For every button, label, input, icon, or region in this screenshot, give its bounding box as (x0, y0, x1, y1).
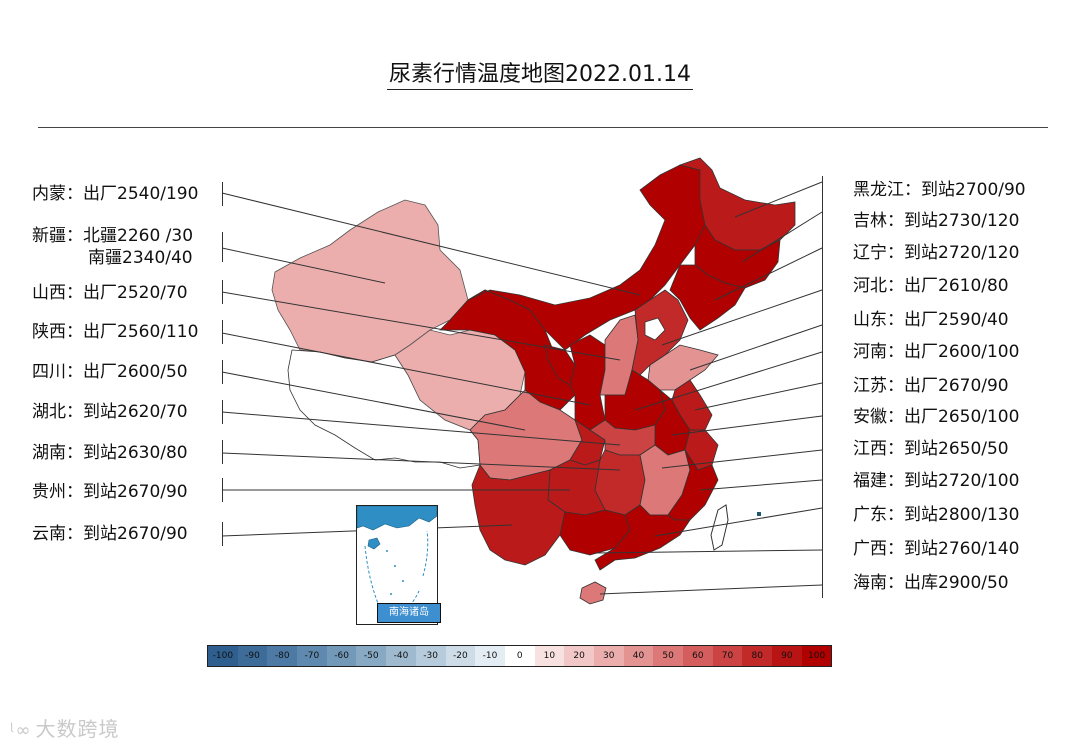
leader-line-guangdong (654, 507, 823, 537)
label-xinjiang: 新疆：北疆2260 /30 南疆2340/40 (32, 226, 194, 268)
leader-line-hebei (661, 289, 823, 346)
leader-line-sichuan (221, 371, 526, 431)
title-divider (38, 127, 1048, 128)
leader-line-heilongjiang (734, 181, 823, 218)
leader-line-guangxi (594, 549, 823, 554)
legend-cell: 50 (653, 646, 683, 666)
label-henan: 河南：出厂2600/100 (853, 342, 1020, 362)
inset-island (390, 593, 392, 595)
inset-hainan (367, 537, 381, 550)
region-taiwan[interactable] (710, 504, 729, 551)
province-liaoning[interactable] (669, 264, 746, 331)
leader-line-jiangxi (661, 449, 823, 469)
province-guangdong[interactable] (594, 504, 691, 571)
legend-cell: -40 (386, 646, 416, 666)
legend-cell: 80 (742, 646, 773, 666)
left-divider-8 (222, 478, 223, 502)
label-yunnan: 云南：到站2670/90 (32, 524, 188, 544)
label-hebei: 河北：出厂2610/80 (853, 276, 1009, 296)
leader-line-jiangsu (694, 382, 823, 411)
legend-cell: -70 (297, 646, 327, 666)
watermark: ᶩ∞ 大数跨境 (10, 717, 120, 741)
legend-cell: 30 (593, 646, 624, 666)
label-hunan: 湖南：到站2630/80 (32, 443, 188, 463)
inset-island (386, 550, 388, 552)
inset-label: 南海诸岛 (377, 603, 441, 623)
legend-cell: -90 (237, 646, 268, 666)
legend-cell: 40 (623, 646, 654, 666)
color-legend: -100 -90 -80 -70 -60 -50 -40 -30 -20 -10 0 10 20 30 40… (207, 645, 833, 667)
label-guangdong: 广东：到站2800/130 (853, 505, 1020, 525)
legend-cell: -100 (208, 646, 238, 666)
leader-line-fujian (699, 479, 823, 491)
legend-cell: 70 (712, 646, 743, 666)
label-neimeng: 内蒙：出厂2540/190 (32, 184, 199, 204)
right-divider (822, 176, 823, 598)
leader-line-hunan (221, 452, 621, 471)
leader-line-xinjiang (221, 247, 386, 284)
leader-line-shaanxi (221, 332, 591, 406)
region-beijing[interactable] (644, 317, 666, 341)
left-divider-7 (222, 440, 223, 464)
label-guizhou: 贵州：到站2670/90 (32, 482, 188, 502)
leader-line-hubei (221, 411, 621, 446)
watermark-logo-icon: ᶩ∞ (10, 720, 32, 741)
legend-cell: 100 (801, 646, 832, 666)
legend-cell: -50 (356, 646, 387, 666)
left-divider-6 (222, 400, 223, 424)
label-fujian: 福建：到站2720/100 (853, 471, 1020, 491)
leader-lines (221, 181, 823, 595)
province-shaanxi[interactable] (569, 334, 606, 431)
leader-line-anhui (671, 415, 823, 436)
left-divider-3 (222, 280, 223, 304)
label-anhui: 安徽：出厂2650/100 (853, 407, 1020, 427)
label-shanxi: 山西：出厂2520/70 (32, 283, 188, 303)
label-shaanxi: 陕西：出厂2560/110 (32, 322, 199, 342)
legend-cell: 90 (772, 646, 802, 666)
island-dot (757, 512, 761, 516)
leader-line-shanxi (221, 291, 621, 361)
label-jiangxi: 江西：到站2650/50 (853, 439, 1009, 459)
label-liaoning: 辽宁：到站2720/120 (853, 243, 1020, 263)
legend-cell: -80 (267, 646, 298, 666)
inset-coast (357, 506, 437, 531)
label-xinjiang-south: 南疆2340/40 (88, 248, 193, 268)
label-sichuan: 四川：出厂2600/50 (32, 362, 188, 382)
label-hubei: 湖北：到站2620/70 (32, 402, 188, 422)
legend-cell: -10 (475, 646, 505, 666)
leader-line-liaoning (714, 247, 823, 301)
label-jilin: 吉林：到站2730/120 (853, 211, 1020, 231)
legend-cell: -60 (326, 646, 357, 666)
province-heilongjiang[interactable] (678, 157, 796, 251)
inset-island (394, 565, 396, 567)
left-divider-1 (222, 182, 223, 206)
left-divider-4 (222, 320, 223, 344)
leader-line-hainan (599, 584, 823, 595)
left-divider-9 (222, 522, 223, 546)
label-guangxi: 广西：到站2760/140 (853, 539, 1020, 559)
label-jiangsu: 江苏：出厂2670/90 (853, 376, 1009, 396)
label-heilongjiang: 黑龙江：到站2700/90 (853, 180, 1026, 200)
legend-cell: -20 (445, 646, 476, 666)
legend-cell: -30 (415, 646, 446, 666)
leader-line-shandong (689, 324, 823, 371)
left-divider-5 (222, 360, 223, 384)
inset-island (402, 580, 404, 582)
province-hainan[interactable] (579, 581, 607, 605)
legend-cell: 10 (534, 646, 565, 666)
label-shandong: 山东：出厂2590/40 (853, 310, 1009, 330)
left-divider-2 (222, 232, 223, 262)
leader-line-jilin (741, 211, 823, 263)
legend-cell: 20 (564, 646, 594, 666)
legend-cell: 60 (683, 646, 713, 666)
leader-line-henan (634, 351, 823, 411)
map-title: 尿素行情温度地图2022.01.14 (0, 60, 1080, 90)
leader-line-neimeng (221, 192, 641, 296)
province-tibet[interactable] (287, 349, 481, 469)
label-hainan: 海南：出库2900/50 (853, 573, 1009, 593)
legend-cell: 0 (504, 646, 535, 666)
inset-map (357, 506, 437, 615)
